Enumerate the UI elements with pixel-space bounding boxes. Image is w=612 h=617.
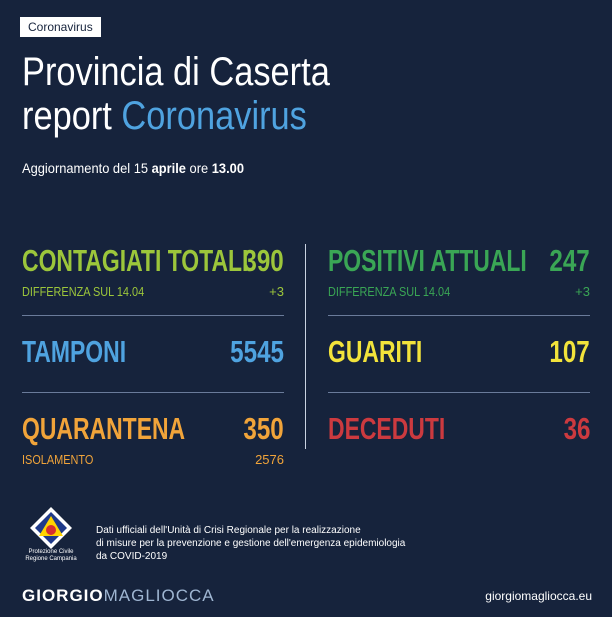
stat-value: 247: [549, 243, 590, 278]
column-divider: [305, 244, 306, 449]
stat-positivi-diff: DIFFERENZA SUL 14.04 +3: [328, 284, 590, 302]
protezione-civile-logo-icon: [30, 507, 72, 549]
title-line-2: report Coronavirus: [22, 94, 330, 138]
title-prefix: report: [22, 94, 122, 138]
logo-caption: Protezione Civile Regione Campania: [18, 549, 84, 563]
source-line-1: Dati ufficiali dell'Unità di Crisi Regio…: [96, 525, 361, 536]
stat-quarantena: QUARANTENA 350: [22, 412, 284, 446]
stat-value: 5545: [230, 334, 284, 369]
title-accent: Coronavirus: [121, 94, 307, 138]
stat-value: 107: [549, 334, 590, 369]
stat-sub-value: +3: [575, 284, 590, 299]
divider: [22, 392, 284, 393]
update-info: Aggiornamento del 15 aprile ore 13.00: [22, 160, 244, 176]
stat-value: 36: [563, 411, 590, 446]
brand-logo: GIORGIOMAGLIOCCA: [22, 586, 215, 606]
stat-value: 350: [243, 411, 284, 446]
stat-value: 390: [243, 243, 284, 278]
stat-label: CONTAGIATI TOTALI: [22, 243, 249, 278]
source-line-3: da COVID-2019: [96, 551, 168, 562]
update-time: 13.00: [211, 160, 244, 176]
title-line-1: Provincia di Caserta: [22, 50, 330, 94]
stat-guariti: GUARITI 107: [328, 335, 590, 369]
stat-sub-label: DIFFERENZA SUL 14.04: [328, 284, 451, 299]
divider: [328, 315, 590, 316]
stat-deceduti: DECEDUTI 36: [328, 412, 590, 446]
stat-tamponi: TAMPONI 5545: [22, 335, 284, 369]
page-title: Provincia di Caserta report Coronavirus: [22, 50, 330, 138]
logo-caption-line-2: Regione Campania: [25, 556, 77, 562]
stat-sub-label: ISOLAMENTO: [22, 452, 94, 467]
update-mid: ore: [185, 160, 212, 176]
source-line-2: di misure per la prevenzione e gestione …: [96, 538, 406, 549]
stat-label: POSITIVI ATTUALI: [328, 243, 527, 278]
brand-part-2: MAGLIOCCA: [103, 586, 215, 605]
stat-label: DECEDUTI: [328, 411, 446, 446]
stat-contagiati-diff: DIFFERENZA SUL 14.04 +3: [22, 284, 284, 302]
brand-part-1: GIORGIO: [22, 586, 104, 605]
website-link[interactable]: giorgiomagliocca.eu: [485, 589, 592, 603]
stat-label: TAMPONI: [22, 334, 127, 369]
stat-positivi: POSITIVI ATTUALI 247: [328, 244, 590, 278]
stat-sub-value: 2576: [255, 452, 284, 467]
stat-contagiati: CONTAGIATI TOTALI 390: [22, 244, 284, 278]
stat-isolamento: ISOLAMENTO 2576: [22, 452, 284, 470]
logo-caption-line-1: Protezione Civile: [28, 549, 74, 555]
stat-label: QUARANTENA: [22, 411, 186, 446]
stat-label: GUARITI: [328, 334, 423, 369]
stats-column-left: CONTAGIATI TOTALI 390 DIFFERENZA SUL 14.…: [22, 244, 284, 470]
divider: [22, 315, 284, 316]
category-badge: Coronavirus: [20, 17, 101, 37]
divider: [328, 392, 590, 393]
stat-sub-label: DIFFERENZA SUL 14.04: [22, 284, 145, 299]
stat-sub-value: +3: [269, 284, 284, 299]
data-source-note: Dati ufficiali dell'Unità di Crisi Regio…: [96, 524, 416, 563]
update-prefix: Aggiornamento del 15: [22, 160, 152, 176]
update-month: aprile: [151, 160, 186, 176]
stats-column-right: POSITIVI ATTUALI 247 DIFFERENZA SUL 14.0…: [328, 244, 590, 446]
